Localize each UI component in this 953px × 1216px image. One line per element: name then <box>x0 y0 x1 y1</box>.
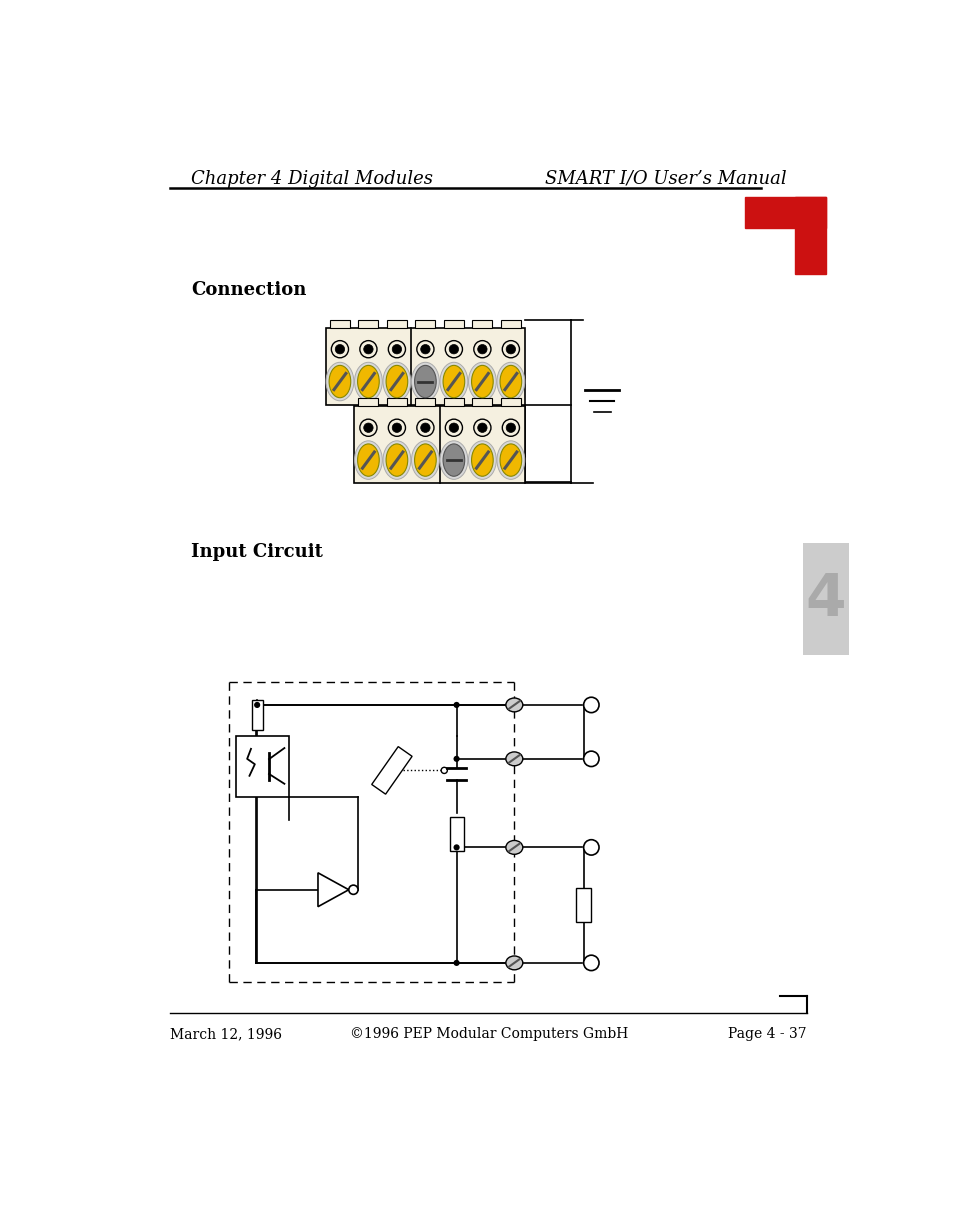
Circle shape <box>388 340 405 358</box>
Ellipse shape <box>355 441 382 479</box>
Circle shape <box>453 959 459 966</box>
Circle shape <box>420 423 430 433</box>
Circle shape <box>445 340 462 358</box>
Polygon shape <box>317 873 349 907</box>
Ellipse shape <box>382 441 411 479</box>
Ellipse shape <box>329 365 351 398</box>
Text: ©1996 PEP Modular Computers GmbH: ©1996 PEP Modular Computers GmbH <box>350 1026 627 1041</box>
Bar <box>372 747 412 794</box>
Bar <box>802 544 848 655</box>
Circle shape <box>583 840 598 855</box>
Ellipse shape <box>468 362 496 401</box>
Text: Chapter 4 Digital Modules: Chapter 4 Digital Modules <box>191 170 433 187</box>
Ellipse shape <box>505 956 522 970</box>
Bar <box>387 320 407 327</box>
Text: March 12, 1996: March 12, 1996 <box>170 1026 282 1041</box>
Ellipse shape <box>468 441 496 479</box>
Bar <box>325 327 524 405</box>
Bar <box>472 399 492 406</box>
Text: 4: 4 <box>805 572 845 627</box>
Bar <box>576 888 591 922</box>
Circle shape <box>440 767 447 773</box>
Ellipse shape <box>499 365 521 398</box>
Circle shape <box>583 751 598 766</box>
Ellipse shape <box>326 362 354 401</box>
Circle shape <box>583 697 598 713</box>
Circle shape <box>502 340 518 358</box>
Circle shape <box>392 423 401 433</box>
Ellipse shape <box>411 362 438 401</box>
Circle shape <box>335 344 344 354</box>
Circle shape <box>453 756 459 762</box>
Circle shape <box>474 340 491 358</box>
Circle shape <box>477 423 487 433</box>
Circle shape <box>453 844 459 850</box>
Ellipse shape <box>439 362 467 401</box>
Circle shape <box>253 702 260 708</box>
Circle shape <box>359 420 376 437</box>
Ellipse shape <box>505 751 522 766</box>
Bar <box>252 700 262 730</box>
Circle shape <box>331 340 348 358</box>
Bar <box>415 399 435 406</box>
Bar <box>387 399 407 406</box>
Text: Page 4 - 37: Page 4 - 37 <box>727 1026 806 1041</box>
Circle shape <box>349 885 357 894</box>
Ellipse shape <box>357 444 379 477</box>
Bar <box>443 399 463 406</box>
Ellipse shape <box>497 362 524 401</box>
Circle shape <box>502 420 518 437</box>
Ellipse shape <box>386 365 407 398</box>
Ellipse shape <box>471 365 493 398</box>
Circle shape <box>474 420 491 437</box>
Ellipse shape <box>505 840 522 855</box>
Ellipse shape <box>439 441 467 479</box>
Circle shape <box>359 340 376 358</box>
Circle shape <box>449 344 458 354</box>
Circle shape <box>392 344 401 354</box>
Bar <box>354 406 524 483</box>
Ellipse shape <box>499 444 521 477</box>
Bar <box>330 320 350 327</box>
Bar <box>744 197 825 227</box>
Bar <box>358 399 378 406</box>
Ellipse shape <box>382 362 411 401</box>
Text: Connection: Connection <box>191 281 306 299</box>
Circle shape <box>363 423 373 433</box>
Ellipse shape <box>442 365 464 398</box>
Bar <box>415 320 435 327</box>
Ellipse shape <box>497 441 524 479</box>
Ellipse shape <box>357 365 379 398</box>
Text: Input Circuit: Input Circuit <box>191 544 322 562</box>
Bar <box>795 197 825 274</box>
Circle shape <box>388 420 405 437</box>
Ellipse shape <box>505 698 522 711</box>
Ellipse shape <box>442 444 464 477</box>
Circle shape <box>363 344 373 354</box>
Ellipse shape <box>386 444 407 477</box>
Bar <box>472 320 492 327</box>
Circle shape <box>506 344 515 354</box>
Bar <box>500 320 520 327</box>
Ellipse shape <box>415 365 436 398</box>
Ellipse shape <box>471 444 493 477</box>
Ellipse shape <box>411 441 438 479</box>
Circle shape <box>445 420 462 437</box>
Bar <box>358 320 378 327</box>
Bar <box>235 736 289 798</box>
Circle shape <box>583 956 598 970</box>
Circle shape <box>416 340 434 358</box>
Circle shape <box>477 344 487 354</box>
Circle shape <box>506 423 515 433</box>
Circle shape <box>449 423 458 433</box>
Ellipse shape <box>355 362 382 401</box>
Text: SMART I/O User’s Manual: SMART I/O User’s Manual <box>545 170 786 187</box>
Circle shape <box>453 702 459 708</box>
Bar <box>449 817 463 851</box>
Bar <box>500 399 520 406</box>
Bar <box>443 320 463 327</box>
Circle shape <box>416 420 434 437</box>
Ellipse shape <box>415 444 436 477</box>
Circle shape <box>420 344 430 354</box>
